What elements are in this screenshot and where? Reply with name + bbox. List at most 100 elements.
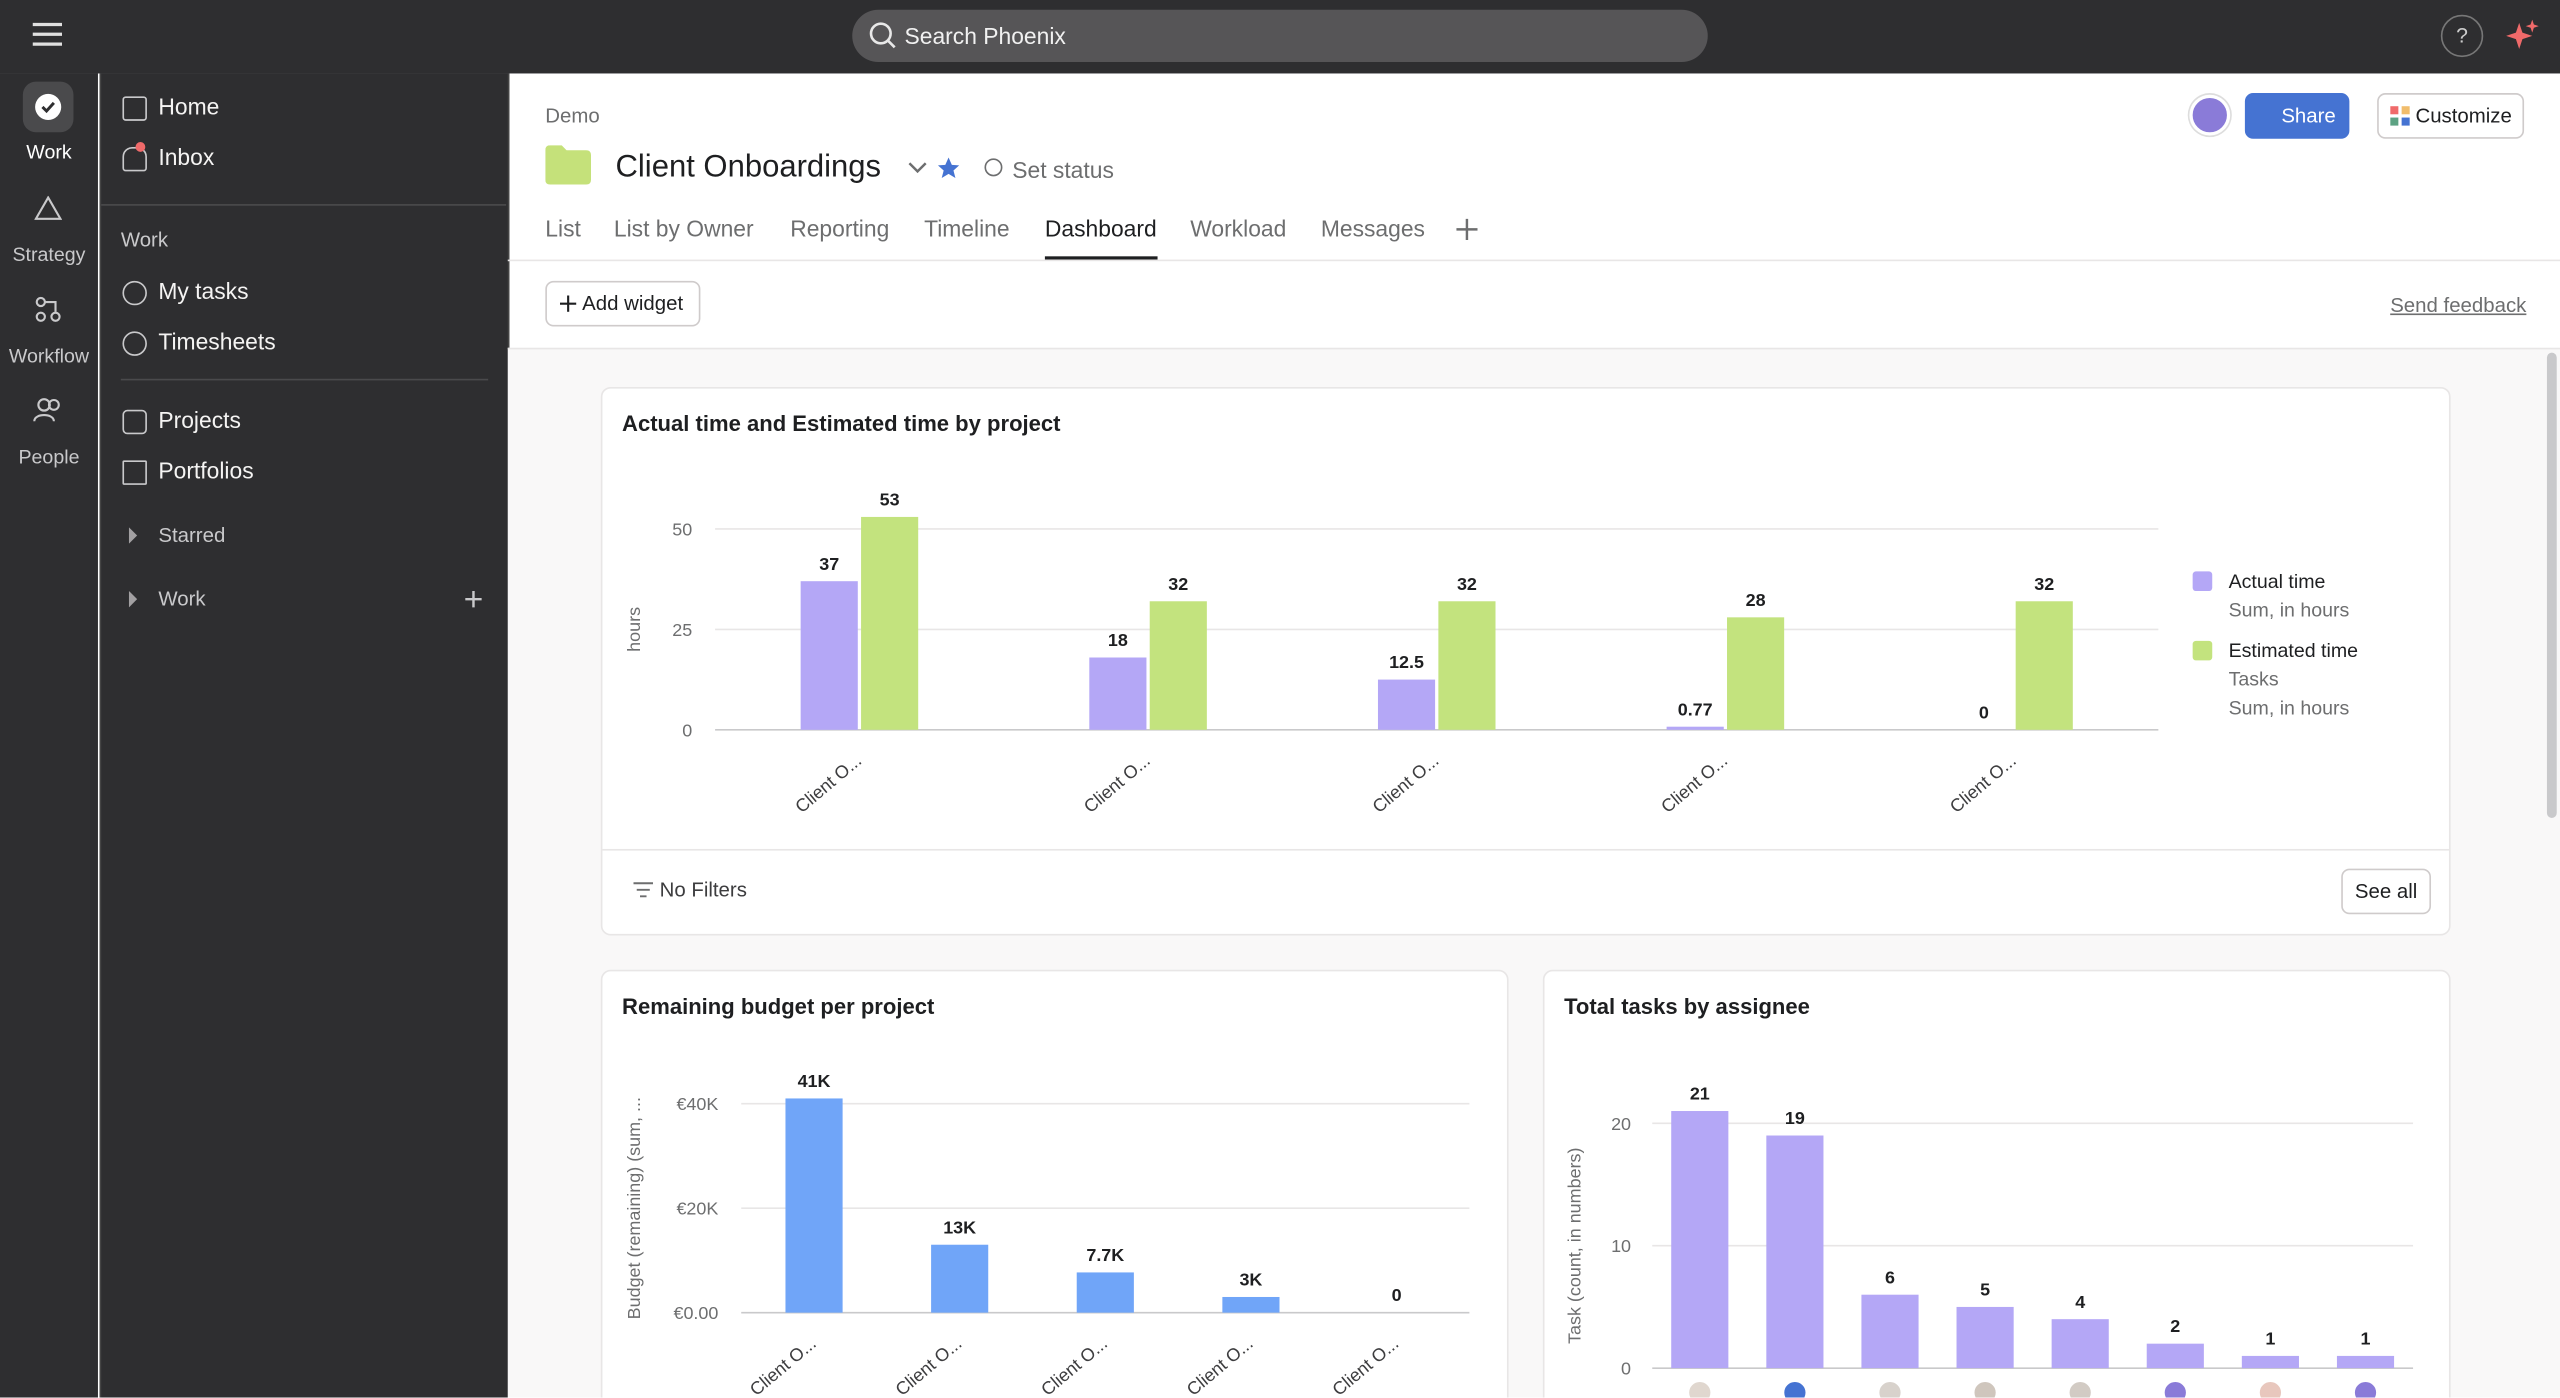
add-icon[interactable] [464, 589, 484, 609]
rail-item[interactable]: Workflow [8, 344, 90, 368]
y-tick-label: 0 [682, 720, 692, 740]
people-icon [33, 398, 60, 422]
legend-note: Sum, in hours [2229, 599, 2350, 621]
data-label: 3K [1239, 1270, 1262, 1290]
data-label: 1 [2265, 1328, 2275, 1348]
tab[interactable]: List [545, 215, 581, 242]
bar [1076, 1272, 1134, 1313]
tab[interactable]: Messages [1320, 215, 1425, 242]
nav-item[interactable]: Timesheets [158, 328, 276, 355]
data-label: 0 [1979, 702, 1989, 722]
x-tick-label: Client O... [1369, 750, 1443, 817]
data-label: 21 [1690, 1084, 1710, 1104]
data-label: 2 [2170, 1316, 2180, 1336]
tab-underline [1044, 256, 1158, 260]
help-button[interactable]: ? [2440, 14, 2484, 58]
add-widget[interactable]: Add widget [545, 280, 701, 327]
rail-item[interactable]: Work [26, 140, 72, 164]
search-icon [869, 22, 896, 49]
workflow-icon [35, 296, 61, 322]
bar [2146, 1343, 2204, 1369]
divider [507, 259, 2560, 262]
widget-title: Total tasks by assignee [1564, 994, 1810, 1019]
y-tick-label: 25 [672, 620, 692, 640]
plus [559, 295, 577, 312]
notification-dot [135, 142, 146, 152]
nav-item[interactable]: Home [158, 93, 220, 120]
project-title: Client Onboardings [615, 150, 882, 185]
bar [2051, 1319, 2109, 1369]
bar [1727, 617, 1785, 730]
y-tick-label: €0.00 [673, 1303, 718, 1323]
search[interactable]: Search Phoenix [852, 9, 1708, 63]
data-label: 53 [880, 490, 900, 510]
send-feedback[interactable]: Send feedback [2390, 293, 2527, 317]
data-label: 28 [1746, 590, 1766, 610]
menu-icon[interactable] [32, 21, 63, 47]
y-tick-label: 20 [1611, 1114, 1631, 1134]
data-label: 32 [1168, 574, 1188, 594]
x-tick-label: Client O... [1946, 750, 2020, 817]
topbar: Search Phoenix ? [0, 0, 2560, 74]
y-tick-label: 50 [672, 520, 692, 540]
tab[interactable]: Reporting [790, 215, 890, 242]
data-label: 32 [2034, 574, 2054, 594]
data-label: 5 [1980, 1280, 1990, 1300]
dropdown[interactable] [908, 162, 928, 175]
bar [931, 1244, 989, 1313]
bar [861, 516, 919, 730]
rail-item[interactable]: Strategy [12, 243, 86, 267]
tab[interactable]: Workload [1190, 215, 1287, 242]
bar [1377, 679, 1436, 730]
avatar[interactable] [2189, 94, 2231, 136]
legend-note: Sum, in hours [2229, 697, 2350, 719]
scrollbar[interactable] [2546, 352, 2557, 818]
breadcrumb[interactable]: Demo [545, 104, 600, 128]
divider [120, 378, 489, 381]
work-icon [35, 93, 62, 120]
set-status[interactable]: Set status [1012, 156, 1114, 183]
data-label: 7.7K [1086, 1245, 1124, 1265]
group[interactable]: Starred [158, 524, 226, 547]
data-label: 4 [2075, 1292, 2085, 1312]
rail-item[interactable]: People [18, 445, 80, 469]
see-all[interactable]: See all [2341, 868, 2432, 915]
data-label: 32 [1457, 574, 1477, 594]
avatar [1877, 1380, 1903, 1398]
tab[interactable]: Dashboard [1044, 215, 1157, 242]
add-tab[interactable] [1456, 218, 1478, 240]
group[interactable]: Work [158, 587, 206, 611]
caret[interactable] [127, 591, 140, 608]
customize-button[interactable]: Customize [2377, 93, 2525, 139]
bar [1861, 1294, 1919, 1369]
x-tick-label: Client O... [892, 1333, 966, 1398]
tab[interactable]: Timeline [924, 215, 1010, 242]
filter-icon [633, 882, 654, 898]
rail: Work Strategy Workflow People [0, 73, 98, 1398]
x-tick-label: Client O... [1657, 750, 1731, 817]
data-label: 1 [2361, 1328, 2371, 1348]
nav-item[interactable]: Projects [158, 406, 241, 433]
nav-item[interactable]: Portfolios [158, 457, 254, 484]
avatar [2353, 1380, 2378, 1398]
search-text: Search Phoenix [904, 22, 1066, 49]
avatar [1782, 1380, 1808, 1398]
nav-item[interactable]: My tasks [158, 277, 249, 304]
y-axis-label: Budget (remaining) (sum, ... [624, 1097, 644, 1319]
bar [1222, 1296, 1280, 1313]
bar [1671, 1111, 1729, 1369]
filters[interactable]: No Filters [659, 878, 747, 902]
star[interactable] [937, 157, 960, 180]
y-tick-label: 10 [1611, 1236, 1631, 1256]
share-button[interactable]: Share [2244, 93, 2350, 139]
icon [122, 146, 147, 172]
nav-item[interactable]: Inbox [158, 143, 215, 170]
ai-icon[interactable] [2506, 19, 2539, 53]
icon [122, 460, 147, 485]
tab[interactable]: List by Owner [613, 215, 754, 242]
avatar [2163, 1380, 2188, 1398]
caret[interactable] [127, 527, 140, 544]
avatar [2067, 1380, 2093, 1398]
widget [600, 969, 1509, 1398]
